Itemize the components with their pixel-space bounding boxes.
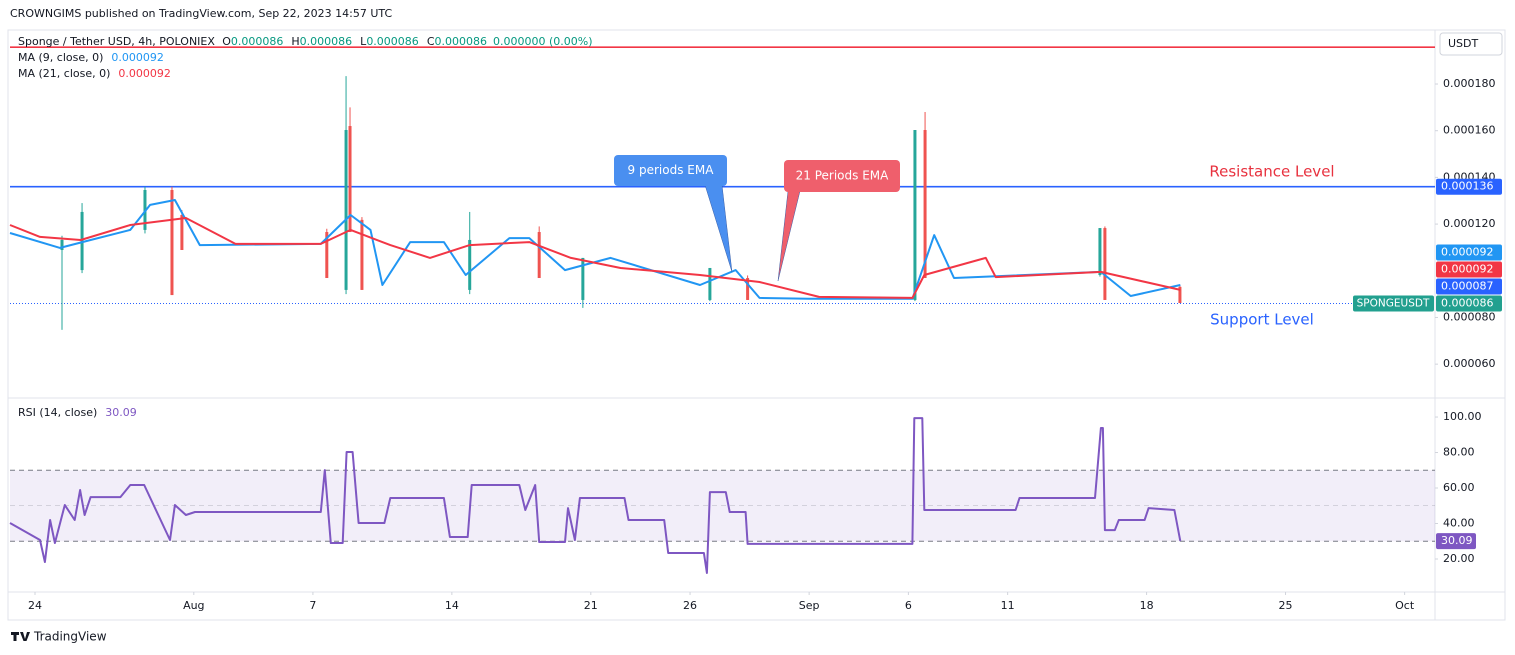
price-badge-label: 0.000092 [1441,262,1494,275]
resistance-label: Resistance Level [1209,163,1334,181]
ohlc-key: C [427,35,435,48]
price-badge [1436,244,1502,261]
x-tick-label: 7 [309,599,316,612]
x-tick-label: Oct [1395,599,1415,612]
legend-title-row: Sponge / Tether USD, 4h, POLONIEX O0.0000… [18,35,593,48]
x-tick-label: Aug [183,599,204,612]
candle-body [360,219,364,290]
rsi-legend-value: 30.09 [105,406,137,419]
x-tick-label: 24 [28,599,42,612]
candle-body [1103,228,1107,300]
ma-legend-name: MA (9, close, 0) [18,51,103,64]
candle-body [325,232,329,279]
ma-legend-value: 0.000092 [111,51,164,64]
y-tick-label: 0.000160 [1443,124,1496,137]
symbol-badge-label: SPONGEUSDT [1357,297,1430,309]
price-badge-label: 0.000136 [1441,180,1494,193]
callout-text: 21 Periods EMA [796,169,890,183]
ohlc-value: 0.000086 [231,35,284,48]
callout-pointer [777,190,801,282]
candle-body [80,211,84,271]
x-tick-label: 6 [905,599,912,612]
currency-button[interactable] [1439,32,1503,56]
rsi-tick-label: 80.00 [1443,446,1475,459]
rsi-tick-label: 100.00 [1443,410,1482,423]
price-badge [1436,178,1502,195]
x-tick-label: 14 [445,599,459,612]
candle-body [468,239,472,290]
candle-body [746,278,750,300]
candle-body [923,130,927,279]
support-label: Support Level [1210,311,1314,329]
callout-text: 9 periods EMA [628,163,715,177]
moving-average-line [9,199,1181,300]
candle-body [344,130,348,290]
chart-frame [7,29,1506,621]
price-badge [1436,261,1502,278]
ma-legend-name: MA (21, close, 0) [18,67,110,80]
rsi-tick-label: 40.00 [1443,517,1475,530]
x-tick-label: 21 [584,599,598,612]
price-badge-label: 0.000086 [1441,296,1494,309]
candle-body [60,239,64,250]
footer-logo [11,632,30,641]
ma-legend-row: MA (9, close, 0) 0.000092 [18,51,164,64]
ohlc-key: O [222,35,231,48]
x-tick-label: Sep [799,599,820,612]
y-tick-label: 0.000120 [1443,217,1496,230]
candle-body [180,214,184,250]
candle-body [913,130,917,300]
x-tick-label: 11 [1001,599,1015,612]
y-tick-label: 0.000180 [1443,77,1496,90]
candle-body [581,257,585,300]
x-tick-label: 18 [1140,599,1154,612]
rsi-value-badge-label: 30.09 [1441,534,1473,547]
callout-box [784,160,900,192]
moving-average-line [9,217,1181,299]
price-badge [1436,278,1502,295]
ohlc-value: 0.000086 [300,35,353,48]
y-tick-label: 0.000080 [1443,310,1496,323]
candle-body [708,267,712,300]
ma-legend-row: MA (21, close, 0) 0.000092 [18,67,171,80]
publish-header: CROWNGIMS published on TradingView.com, … [10,7,392,20]
rsi-legend-name: RSI (14, close) [18,406,97,419]
symbol-badge [1353,295,1434,312]
price-badge [1436,295,1502,312]
change-value: 0.000000 (0.00%) [493,35,593,48]
rsi-tick-label: 20.00 [1443,552,1475,565]
rsi-tick-label: 60.00 [1443,481,1475,494]
rsi-line [9,417,1182,574]
rsi-value-badge [1436,533,1476,550]
callout-box [614,155,727,186]
ohlc-key: L [360,35,367,48]
candle-body [1098,228,1102,275]
candle-body [348,126,352,233]
ohlc-value: 0.000086 [435,35,488,48]
ohlc-key: H [291,35,299,48]
ma-legend-value: 0.000092 [118,67,171,80]
x-tick-label: 26 [683,599,697,612]
candle-body [1178,286,1182,303]
price-badge-label: 0.000092 [1441,245,1494,258]
candle-body [537,232,541,279]
ohlc-value: 0.000086 [366,35,419,48]
rsi-legend: RSI (14, close) 30.09 [18,406,137,419]
symbol-title: Sponge / Tether USD, 4h, POLONIEX [18,35,215,48]
price-badge-label: 0.000087 [1441,279,1494,292]
y-tick-label: 0.000060 [1443,357,1496,370]
footer-brand: TradingView [33,630,107,644]
currency-label[interactable]: USDT [1448,37,1479,50]
x-tick-label: 25 [1279,599,1293,612]
callout-pointer [704,184,733,273]
candle-body [170,190,174,296]
